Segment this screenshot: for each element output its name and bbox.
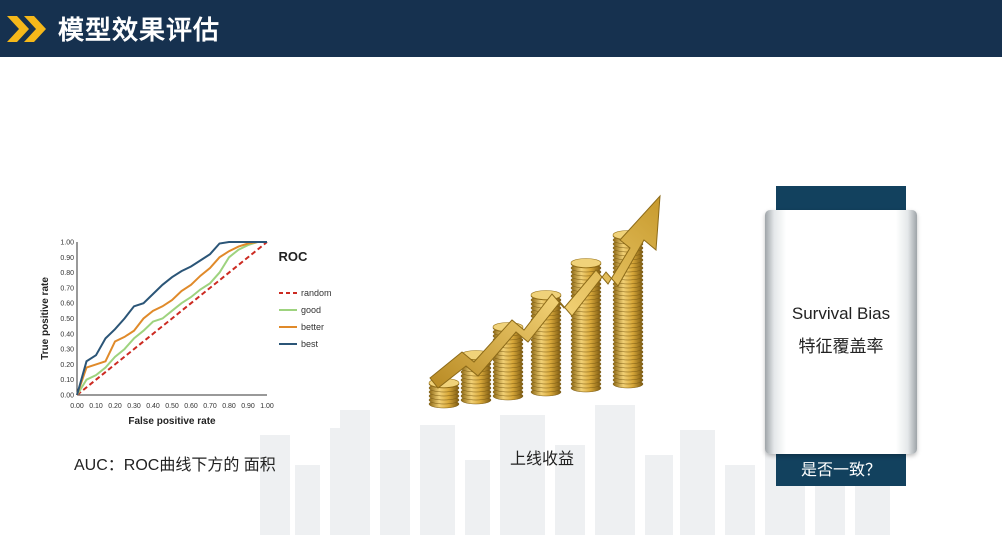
roc-x-tick-label: 0.40 [146,403,160,410]
survival-bias-banner: Survival Bias 特征覆盖率 是否一致？ [762,186,920,486]
banner-line-survival-bias: Survival Bias [791,304,891,323]
roc-y-tick-label: 0.90 [60,255,74,262]
roc-series-good [76,241,267,396]
page-title: 模型效果评估 [58,16,221,46]
roc-y-tick-label: 0.10 [60,377,74,384]
roc-title: ROC [279,249,309,264]
banner-bottom-band [776,448,906,486]
double-chevron-icon [7,16,46,42]
roc-x-tick-label: 0.00 [70,403,84,410]
slide-header: 模型效果评估 [0,0,1002,57]
roc-y-tick-label: 0.60 [60,301,74,308]
roc-x-tick-label: 0.80 [222,403,236,410]
roc-chart-svg: 0.00 0.10 0.20 0.30 0.40 0.50 0.60 0.70 0.80 0.90… [36,232,340,428]
roc-y-tick-label: 0.00 [60,393,74,400]
roc-chart: 0.00 0.10 0.20 0.30 0.40 0.50 0.60 0.70 0.80 0.90… [36,232,340,428]
roc-y-tick-label: 0.40 [60,331,74,338]
skyline-watermark-icon [260,405,890,535]
banner-scroll [765,210,917,454]
banner-question: 是否一致？ [800,460,881,479]
roc-series-better [76,241,267,396]
roc-x-tick-label: 0.60 [184,403,198,410]
roc-x-tick-label: 0.20 [108,403,122,410]
revenue-caption: 上线收益 [510,451,575,468]
roc-y-axis-label: True positive rate [40,277,51,360]
coin-top [530,290,562,300]
roc-x-tick-label: 0.50 [165,403,179,410]
roc-x-tick-label: 0.70 [203,403,217,410]
roc-legend-label-best: best [301,339,319,349]
roc-series-random [76,241,268,396]
coin-top [570,258,602,268]
roc-caption: AUC：ROC曲线下方的 面积 [74,457,276,474]
roc-x-axis-label: False positive rate [128,416,216,427]
roc-legend-label-good: good [301,305,321,315]
roc-y-tick-label: 0.20 [60,362,74,369]
roc-legend-label-random: random [301,288,332,298]
roc-x-tick-label: 0.30 [127,403,141,410]
roc-y-tick-label: 0.30 [60,347,74,354]
revenue-illustration [404,192,674,422]
roc-y-tick-label: 0.80 [60,270,74,277]
rising-coins-arrow-icon [428,194,661,409]
roc-x-tick-label: 0.90 [241,403,255,410]
banner-line-feature-coverage: 特征覆盖率 [798,337,884,357]
roc-y-tick-label: 0.70 [60,285,74,292]
roc-x-tick-label: 1.00 [260,403,274,410]
roc-series-best [76,241,267,396]
roc-y-tick-label: 0.50 [60,316,74,323]
roc-legend-label-better: better [301,322,324,332]
roc-x-tick-label: 0.10 [89,403,103,410]
roc-y-tick-label: 1.00 [60,240,74,247]
